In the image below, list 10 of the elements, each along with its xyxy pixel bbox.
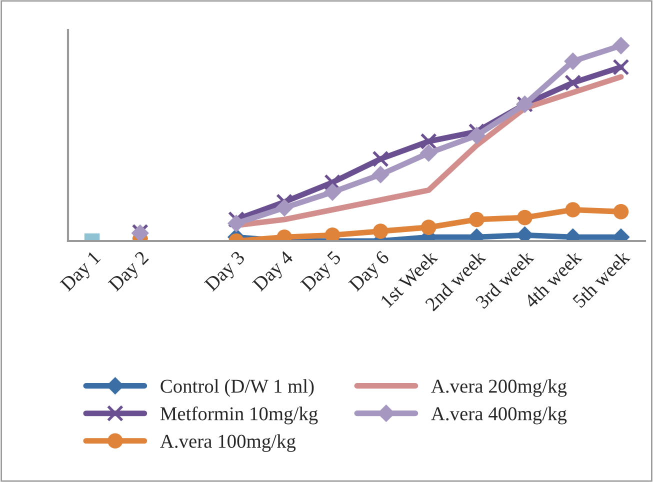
legend-label: A.vera 200mg/kg	[431, 379, 567, 397]
legend-label: A.vera 400mg/kg	[431, 406, 567, 424]
legend-label: Metformin 10mg/kg	[160, 406, 318, 424]
x-tick-label: Day 3	[204, 250, 248, 295]
x-tick-label: Day 5	[300, 250, 344, 295]
x-tick-label: Day 1	[60, 250, 104, 295]
x-tick-label: Day 4	[252, 250, 297, 295]
legend-label: Control (D/W 1 ml)	[160, 379, 314, 397]
x-tick-label: Day 2	[108, 250, 152, 295]
legend-label: A.vera 100mg/kg	[160, 434, 296, 452]
